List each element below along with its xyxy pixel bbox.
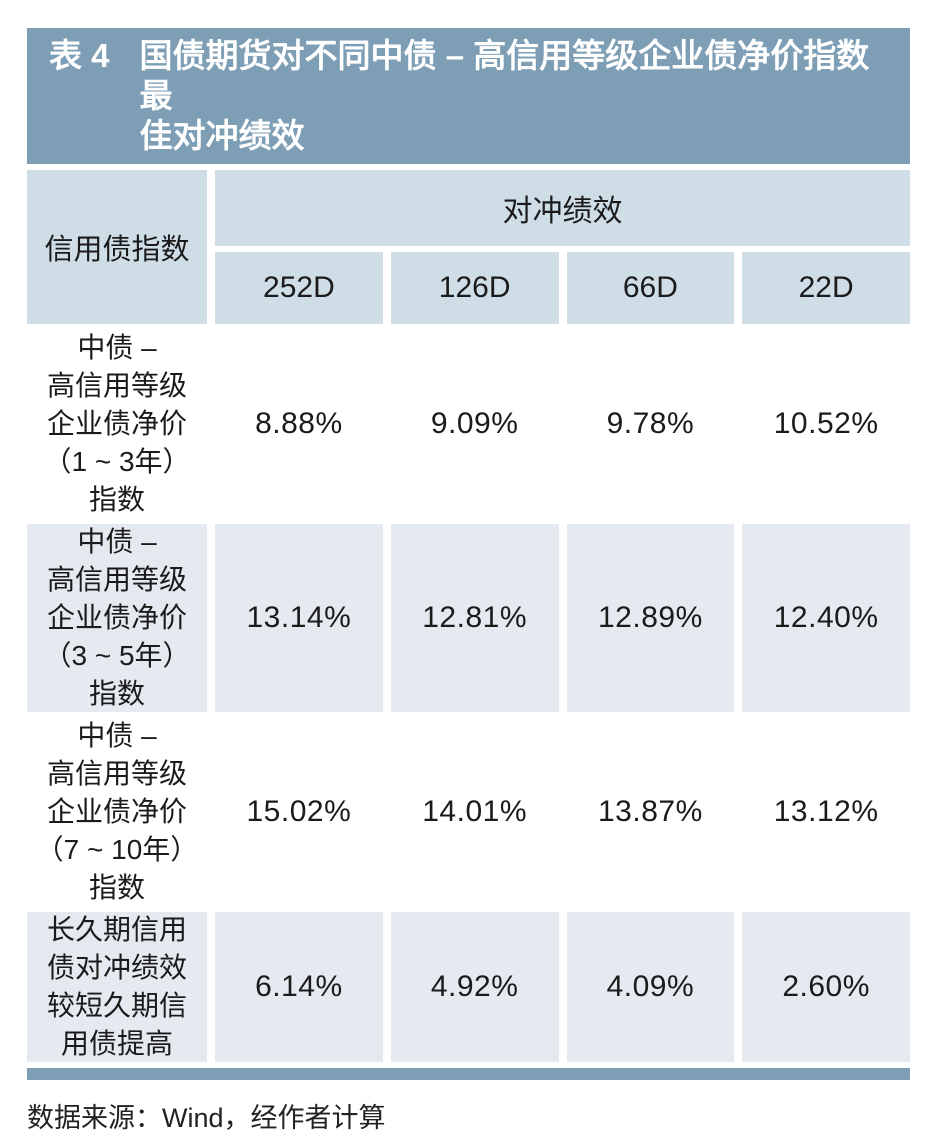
table-title: 国债期货对不同中债 – 高信用等级企业债净价指数最 佳对冲绩效 [139,37,870,154]
value-cell-126d: 9.09% [390,330,559,518]
value-cell-126d: 4.92% [390,912,559,1062]
row-label-long-vs-short-duration: 长久期信用 债对冲绩效 较短久期信 用债提高 [27,912,207,1062]
column-header-22d: 22D [742,252,910,324]
column-header-66d: 66D [566,252,735,324]
value-cell-252d: 8.88% [215,330,383,518]
value-cell-22d: 13.12% [742,718,910,906]
value-cell-22d: 2.60% [742,912,910,1062]
value-cell-126d: 14.01% [390,718,559,906]
column-group-header-hedge-performance: 对冲绩效 [215,170,910,246]
value-cell-66d: 9.78% [566,330,735,518]
hedge-performance-table: 信用债指数 对冲绩效 252D 126D 66D 22D 中债 – 高信用等级 … [27,170,910,1062]
value-cell-66d: 13.87% [566,718,735,906]
value-cell-22d: 12.40% [742,524,910,712]
data-source-note: 数据来源：Wind，经作者计算 [27,1103,386,1133]
row-label-index-7-10y: 中债 – 高信用等级 企业债净价 （7 ~ 10年） 指数 [27,718,207,906]
value-cell-252d: 15.02% [215,718,383,906]
table-number: 表 4 [49,37,110,74]
row-label-index-1-3y: 中债 – 高信用等级 企业债净价 （1 ~ 3年） 指数 [27,330,207,518]
table-title-bar: 表 4 国债期货对不同中债 – 高信用等级企业债净价指数最 佳对冲绩效 [27,28,910,164]
value-cell-22d: 10.52% [742,330,910,518]
value-cell-252d: 13.14% [215,524,383,712]
table-bottom-border [27,1068,910,1080]
value-cell-252d: 6.14% [215,912,383,1062]
value-cell-66d: 4.09% [566,912,735,1062]
row-label-index-3-5y: 中债 – 高信用等级 企业债净价 （3 ~ 5年） 指数 [27,524,207,712]
column-header-credit-bond-index: 信用债指数 [27,170,207,324]
value-cell-66d: 12.89% [566,524,735,712]
value-cell-126d: 12.81% [390,524,559,712]
column-header-126d: 126D [390,252,559,324]
column-header-252d: 252D [215,252,383,324]
